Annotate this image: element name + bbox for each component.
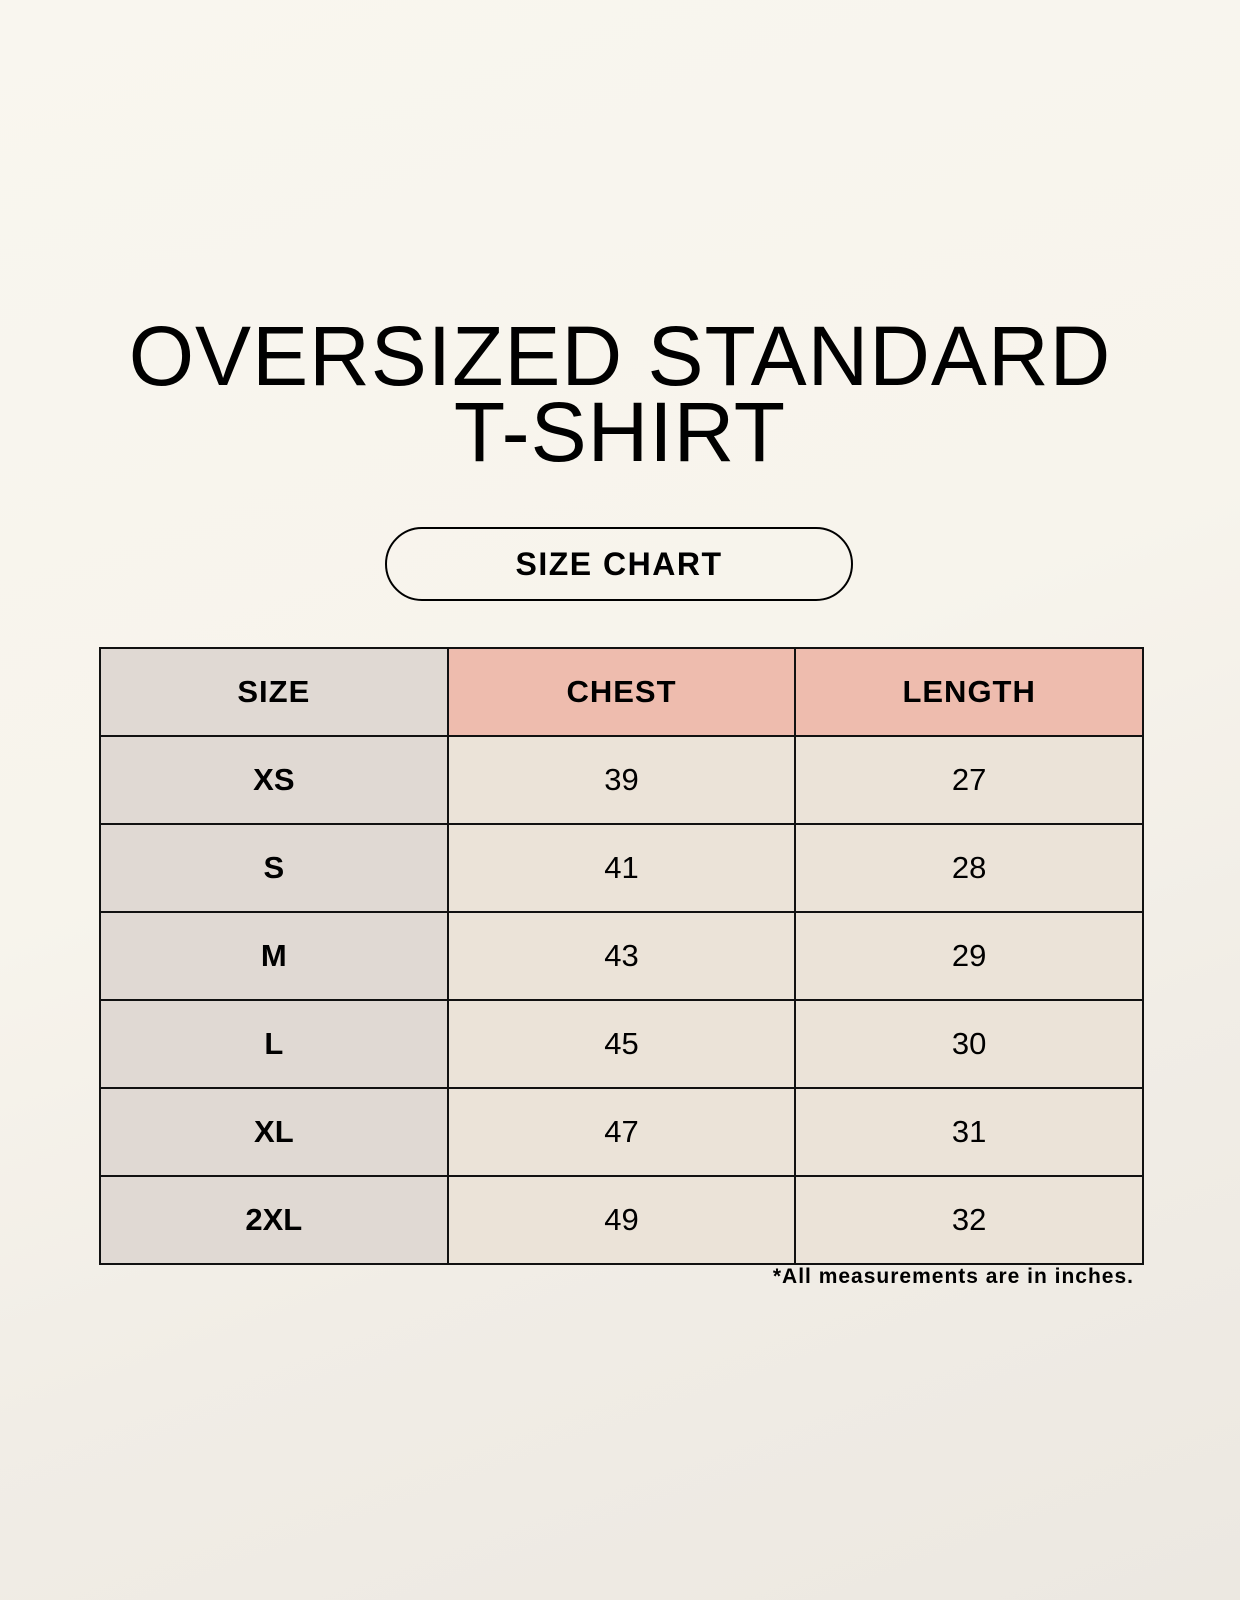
cell-length: 29 (794, 911, 1144, 1001)
page-title: OVERSIZED STANDARD T-SHIRT (0, 309, 1240, 479)
cell-size: M (99, 911, 449, 1001)
cell-chest: 45 (446, 999, 797, 1089)
header-length: LENGTH (794, 647, 1144, 737)
cell-length: 32 (794, 1175, 1144, 1265)
cell-size: 2XL (99, 1175, 449, 1265)
cell-size: XL (99, 1087, 449, 1177)
cell-size: S (99, 823, 449, 913)
cell-length: 28 (794, 823, 1144, 913)
cell-length: 27 (794, 735, 1144, 825)
measurement-note: *All measurements are in inches. (772, 1265, 1134, 1288)
cell-length: 31 (794, 1087, 1144, 1177)
title-line-1: OVERSIZED STANDARD (128, 309, 1112, 403)
cell-length: 30 (794, 999, 1144, 1089)
cell-chest: 49 (446, 1175, 797, 1265)
table-row: S 41 28 (99, 823, 1144, 913)
header-chest: CHEST (446, 647, 797, 737)
table-row: L 45 30 (99, 999, 1144, 1089)
cell-size: XS (99, 735, 449, 825)
header-size: SIZE (99, 647, 449, 737)
title-line-2: T-SHIRT (453, 385, 787, 479)
table-header-row: SIZE CHEST LENGTH (99, 647, 1144, 737)
table-row: 2XL 49 32 (99, 1175, 1144, 1265)
cell-chest: 43 (446, 911, 797, 1001)
cell-chest: 41 (446, 823, 797, 913)
table-row: M 43 29 (99, 911, 1144, 1001)
cell-size: L (99, 999, 449, 1089)
size-chart-badge: SIZE CHART (385, 527, 853, 601)
size-table: SIZE CHEST LENGTH XS 39 27 S 41 28 M 43 29 L 45 30 X… (99, 647, 1144, 1265)
cell-chest: 39 (446, 735, 797, 825)
table-row: XL 47 31 (99, 1087, 1144, 1177)
cell-chest: 47 (446, 1087, 797, 1177)
table-row: XS 39 27 (99, 735, 1144, 825)
